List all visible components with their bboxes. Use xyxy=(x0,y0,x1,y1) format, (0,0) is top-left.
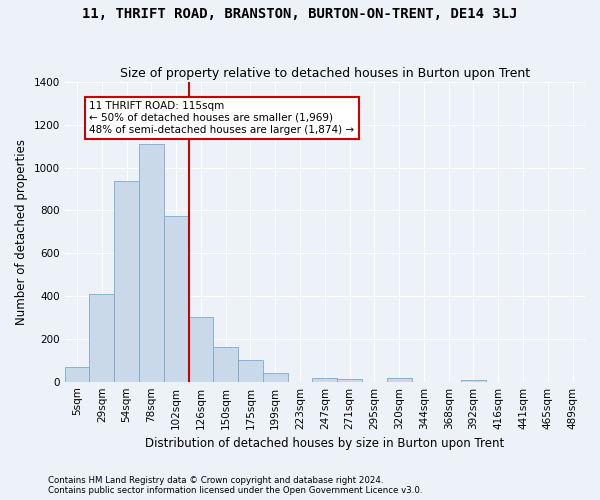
Bar xyxy=(214,348,238,382)
Bar xyxy=(263,372,287,382)
Bar xyxy=(139,144,164,382)
X-axis label: Distribution of detached houses by size in Burton upon Trent: Distribution of detached houses by size … xyxy=(145,437,505,450)
Bar xyxy=(238,360,263,382)
Bar xyxy=(387,378,412,382)
Bar xyxy=(65,366,89,382)
Y-axis label: Number of detached properties: Number of detached properties xyxy=(15,139,28,325)
Text: 11 THRIFT ROAD: 115sqm
← 50% of detached houses are smaller (1,969)
48% of semi-: 11 THRIFT ROAD: 115sqm ← 50% of detached… xyxy=(89,102,355,134)
Bar xyxy=(461,380,486,382)
Bar xyxy=(188,318,214,382)
Text: Contains HM Land Registry data © Crown copyright and database right 2024.
Contai: Contains HM Land Registry data © Crown c… xyxy=(48,476,422,495)
Title: Size of property relative to detached houses in Burton upon Trent: Size of property relative to detached ho… xyxy=(120,66,530,80)
Bar xyxy=(313,378,337,382)
Bar xyxy=(89,294,114,382)
Text: 11, THRIFT ROAD, BRANSTON, BURTON-ON-TRENT, DE14 3LJ: 11, THRIFT ROAD, BRANSTON, BURTON-ON-TRE… xyxy=(82,8,518,22)
Bar xyxy=(164,216,188,382)
Bar xyxy=(337,379,362,382)
Bar xyxy=(114,180,139,382)
